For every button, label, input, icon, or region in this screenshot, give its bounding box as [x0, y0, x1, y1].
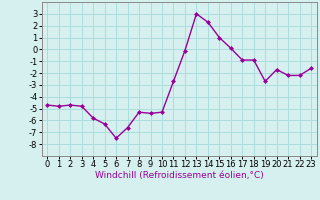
X-axis label: Windchill (Refroidissement éolien,°C): Windchill (Refroidissement éolien,°C) — [95, 171, 264, 180]
